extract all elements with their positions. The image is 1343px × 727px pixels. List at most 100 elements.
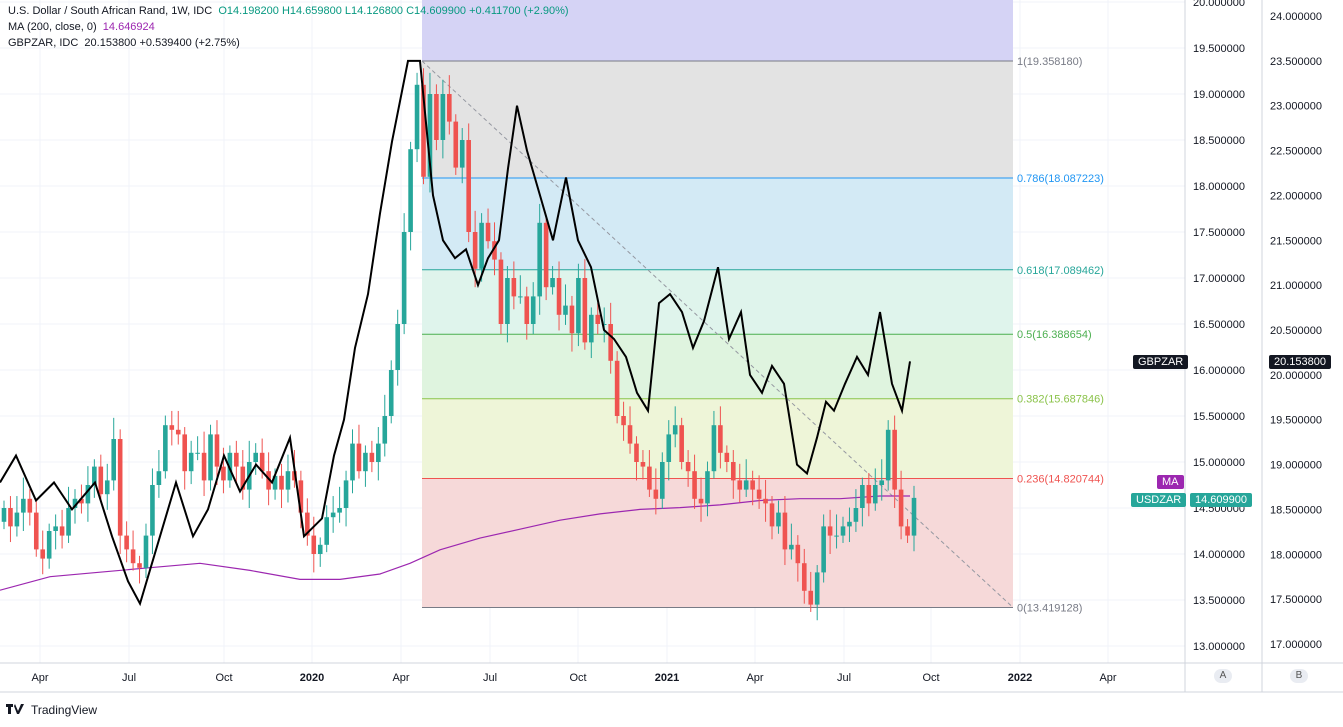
candle-body bbox=[860, 485, 865, 508]
candle-body bbox=[576, 278, 581, 334]
left-axis-tick-label: 19.000000 bbox=[1193, 89, 1245, 101]
candle-body bbox=[214, 434, 220, 467]
left-axis-tick-label: 14.000000 bbox=[1193, 549, 1245, 561]
symbol-title: U.S. Dollar / South African Rand, 1W, ID… bbox=[8, 5, 213, 17]
candle-body bbox=[188, 452, 194, 472]
candle-body bbox=[563, 305, 568, 315]
candle-body bbox=[46, 531, 52, 559]
gbpzar-polyline bbox=[0, 59, 911, 607]
candle-body bbox=[892, 429, 897, 490]
gbpzar-name-tag: GBPZAR bbox=[1133, 355, 1189, 369]
candle-body bbox=[847, 521, 852, 527]
x-axis-tick-label: Oct bbox=[215, 672, 232, 684]
candle-body bbox=[150, 485, 155, 536]
right-axis-tick-label: 19.500000 bbox=[1270, 415, 1322, 427]
candle-body bbox=[718, 425, 723, 453]
gbpzar-price-tag: 20.153800 bbox=[1269, 355, 1331, 369]
candle-body bbox=[498, 259, 504, 324]
candle-body bbox=[730, 462, 736, 481]
candle-body bbox=[201, 452, 207, 481]
candle-body bbox=[789, 544, 794, 550]
candle-body bbox=[117, 439, 123, 536]
candle-body bbox=[666, 434, 672, 462]
candle-body bbox=[459, 140, 465, 168]
right-axis-tick-label: 17.500000 bbox=[1270, 594, 1322, 606]
candle-body bbox=[672, 425, 678, 435]
usdzar-candles bbox=[1, 68, 917, 621]
candle-body bbox=[814, 572, 820, 605]
tradingview-logo-icon bbox=[6, 702, 26, 717]
candle-body bbox=[769, 503, 775, 527]
candle-body bbox=[776, 512, 781, 527]
right-axis-tick-label: 18.500000 bbox=[1270, 504, 1322, 516]
candle-body bbox=[440, 94, 446, 140]
candle-body bbox=[756, 489, 762, 499]
candle-body bbox=[556, 278, 562, 315]
compare-value: 20.153800 +0.539400 (+2.75%) bbox=[84, 37, 240, 49]
gbpzar-compare-line bbox=[0, 59, 911, 607]
candle-body bbox=[621, 416, 626, 426]
fib-zone bbox=[422, 61, 1013, 178]
candle-body bbox=[98, 466, 104, 495]
candle-body bbox=[627, 425, 633, 444]
left-axis-tick-label: 17.000000 bbox=[1193, 273, 1245, 285]
candle-body bbox=[885, 429, 891, 481]
candle-body bbox=[427, 94, 433, 177]
candle-body bbox=[705, 471, 710, 504]
fib-zone bbox=[422, 398, 1013, 479]
moving-average-line bbox=[0, 495, 910, 591]
x-axis-tick-label: Apr bbox=[392, 672, 409, 684]
candle-body bbox=[317, 544, 323, 554]
candle-body bbox=[395, 324, 400, 370]
right-axis-tick-label: 17.000000 bbox=[1270, 639, 1322, 651]
candle-body bbox=[640, 462, 646, 467]
right-axis-tick-label: 23.000000 bbox=[1270, 101, 1322, 113]
candle-body bbox=[466, 140, 471, 232]
candle-body bbox=[343, 480, 349, 508]
candle-body bbox=[530, 296, 536, 324]
candle-body bbox=[743, 480, 749, 490]
right-axis-tick-label: 19.000000 bbox=[1270, 460, 1322, 472]
fib-level-label: 0(13.419128) bbox=[1017, 602, 1082, 614]
candle-body bbox=[169, 425, 175, 430]
candle-body bbox=[350, 443, 355, 481]
left-axis-tick-label: 18.000000 bbox=[1193, 181, 1245, 193]
tradingview-branding[interactable]: TradingView bbox=[6, 702, 97, 717]
right-scale-button[interactable]: B bbox=[1290, 669, 1308, 683]
left-axis-tick-label: 17.500000 bbox=[1193, 227, 1245, 239]
candle-body bbox=[356, 443, 362, 472]
candle-body bbox=[853, 508, 859, 522]
candle-body bbox=[337, 508, 342, 513]
candle-body bbox=[363, 452, 368, 472]
left-axis-tick-label: 13.500000 bbox=[1193, 595, 1245, 607]
candle-body bbox=[795, 544, 801, 564]
fib-zone bbox=[422, 177, 1013, 270]
candle-body bbox=[582, 278, 588, 343]
fib-level-label: 0.786(18.087223) bbox=[1017, 173, 1104, 185]
fibonacci-retracement[interactable]: 1(19.358180) 0.786(18.087223) 0.618(17.089… bbox=[422, 0, 1104, 614]
left-scale-button[interactable]: A bbox=[1214, 669, 1232, 683]
x-axis-tick-label: Oct bbox=[922, 672, 939, 684]
candle-body bbox=[763, 498, 768, 504]
fib-trend-line[interactable] bbox=[421, 60, 1014, 608]
candle-body bbox=[595, 314, 601, 324]
ma-legend[interactable]: MA (200, close, 0) 14.646924 bbox=[8, 19, 569, 35]
fib-level-label: 0.236(14.820744) bbox=[1017, 473, 1104, 485]
candle-body bbox=[408, 149, 413, 232]
candle-body bbox=[272, 475, 278, 490]
fib-trend-line-path bbox=[421, 60, 1014, 608]
candle-body bbox=[311, 535, 317, 554]
candle-body bbox=[21, 498, 26, 513]
fib-zone-top bbox=[422, 0, 1013, 62]
candle-body bbox=[834, 535, 839, 537]
candle-body bbox=[608, 324, 613, 361]
compare-legend[interactable]: GBPZAR, IDC 20.153800 +0.539400 (+2.75%) bbox=[8, 35, 569, 51]
main-series-legend[interactable]: U.S. Dollar / South African Rand, 1W, ID… bbox=[8, 3, 569, 19]
right-axis-tick-label: 22.500000 bbox=[1270, 146, 1322, 158]
candle-body bbox=[569, 305, 575, 334]
candle-body bbox=[401, 232, 407, 324]
right-axis-tick-label: 22.000000 bbox=[1270, 190, 1322, 202]
candle-body bbox=[163, 425, 168, 472]
candle-body bbox=[808, 590, 814, 605]
